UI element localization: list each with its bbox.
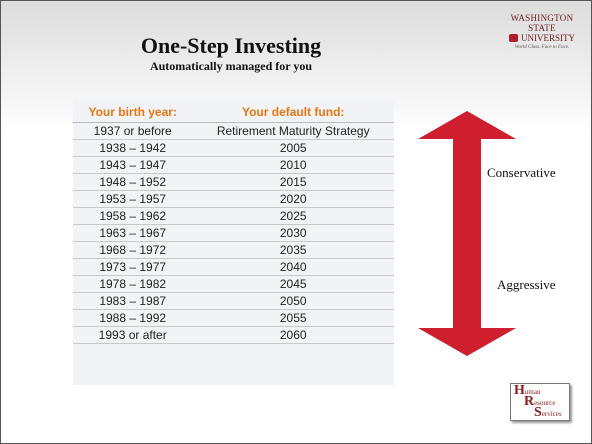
table-cell: 1978 – 1982 <box>73 275 193 293</box>
table-cell: 2040 <box>192 258 394 276</box>
table-row: 1993 or after 2060 <box>73 326 394 344</box>
hrs-line: Services <box>534 406 562 420</box>
wsu-logo: WASHINGTON STATE UNIVERSITY World Class.… <box>501 13 583 50</box>
logo-tagline: World Class. Face to Face. <box>514 45 570 50</box>
logo-icon <box>509 34 518 42</box>
table-row: 1988 – 1992 2055 <box>73 309 394 327</box>
table-cell: 2020 <box>192 190 394 208</box>
header-row: Your birth year: Your default fund: <box>73 101 394 123</box>
table-row: 1953 – 1957 2020 <box>73 190 394 208</box>
table-row: 1937 or before Retirement Maturity Strate… <box>73 122 394 140</box>
table-cell: 1938 – 1942 <box>73 139 193 157</box>
hrs-line: Human <box>514 384 540 398</box>
table-cell: 1993 or after <box>73 326 193 344</box>
table-cell: 1988 – 1992 <box>73 309 193 327</box>
title: One-Step Investing <box>140 33 322 58</box>
arrow-graphic <box>418 111 516 356</box>
table-cell: 2030 <box>192 224 394 242</box>
table-row: 1978 – 1982 2045 <box>73 275 394 293</box>
arrow-label: Aggressive <box>497 277 556 292</box>
table-row: 1938 – 1942 2005 <box>73 139 394 157</box>
table-cell: 1973 – 1977 <box>73 258 193 276</box>
hrs-initial: R <box>524 394 535 409</box>
hrs-rest: ervices <box>541 410 562 418</box>
column-header: Your default fund: <box>192 101 394 123</box>
table-cell: 2005 <box>192 139 394 157</box>
table-row: 1983 – 1987 2050 <box>73 292 394 310</box>
hrs-line: Resource <box>524 395 556 409</box>
logo-row: UNIVERSITY <box>501 33 583 43</box>
table-cell: 2025 <box>192 207 394 225</box>
hrs-logo: Human Resource Services <box>510 383 570 421</box>
table-cell: 2055 <box>192 309 394 327</box>
table-cell: 1963 – 1967 <box>73 224 193 242</box>
table-cell: 2060 <box>192 326 394 344</box>
hrs-initial: H <box>514 383 525 398</box>
table-cell: 1937 or before <box>73 122 193 140</box>
table-cell: 1958 – 1962 <box>73 207 193 225</box>
table-cell: 2010 <box>192 156 394 174</box>
table-cell: 1953 – 1957 <box>73 190 193 208</box>
logo-line: WASHINGTON STATE <box>510 13 574 33</box>
double-arrow <box>418 111 516 356</box>
hrs-rest: uman <box>524 388 541 396</box>
table-cell: Retirement Maturity Strategy <box>192 122 394 140</box>
table-row: 1948 – 1952 2015 <box>73 173 394 191</box>
table-cell: 2045 <box>192 275 394 293</box>
table-body: 1937 or before Retirement Maturity Strate… <box>73 122 394 344</box>
fund-table: Your birth year: Your default fund: 1937… <box>73 101 394 344</box>
column-header: Your birth year: <box>73 101 193 123</box>
logo-line: UNIVERSITY <box>521 33 575 43</box>
table-cell: 1948 – 1952 <box>73 173 193 191</box>
table-row: 1973 – 1977 2040 <box>73 258 394 276</box>
table-cell: 2050 <box>192 292 394 310</box>
table-cell: 1968 – 1972 <box>73 241 193 259</box>
table-cell: 2015 <box>192 173 394 191</box>
hrs-rest: esource <box>534 399 556 407</box>
table-cell: 1943 – 1947 <box>73 156 193 174</box>
table-row: 1968 – 1972 2035 <box>73 241 394 259</box>
subtitle: Automatically managed for you <box>149 59 313 73</box>
arrow-label: Conservative <box>487 165 556 180</box>
table-cell: 1983 – 1987 <box>73 292 193 310</box>
hrs-initial: S <box>534 405 542 420</box>
table-row: 1943 – 1947 2010 <box>73 156 394 174</box>
table-cell: 2035 <box>192 241 394 259</box>
table-row: 1963 – 1967 2030 <box>73 224 394 242</box>
table-row: 1958 – 1962 2025 <box>73 207 394 225</box>
